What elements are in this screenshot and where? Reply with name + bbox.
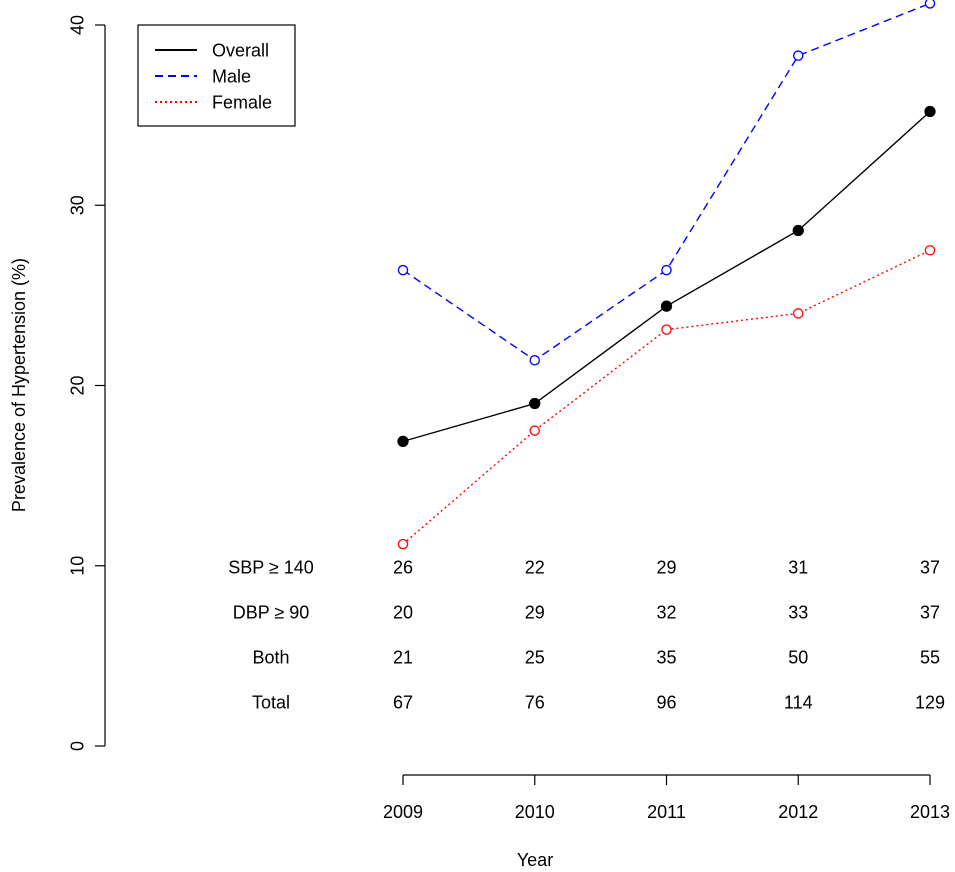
series-female — [397, 245, 936, 550]
series-line — [402, 111, 931, 443]
table-cell: 35 — [656, 647, 676, 667]
table-cell: 37 — [920, 602, 940, 622]
y-tick-label: 30 — [67, 195, 87, 215]
data-point — [661, 264, 672, 276]
data-point — [793, 308, 804, 319]
table-cell: 20 — [393, 602, 413, 622]
table-cell: 76 — [525, 692, 545, 712]
data-point — [529, 425, 541, 436]
data-point — [397, 264, 409, 276]
table-cell: 29 — [525, 602, 545, 622]
y-tick-label: 40 — [67, 15, 87, 35]
series-layer — [397, 0, 936, 550]
x-axis: 2009 2010 2011 2012 2013 — [383, 774, 950, 822]
table-cell: 29 — [656, 557, 676, 577]
x-tick-label: 2012 — [778, 802, 818, 822]
legend-box — [137, 24, 296, 127]
table-cell: 114 — [784, 692, 813, 712]
y-tick-label: 10 — [67, 556, 87, 576]
x-tick-label: 2011 — [647, 802, 686, 822]
x-tick-label: 2009 — [383, 802, 423, 822]
table-cell: 96 — [656, 692, 676, 712]
table-cell: 32 — [656, 602, 676, 622]
table-row: DBP ≥ 90 20 29 32 33 37 — [233, 602, 940, 622]
x-tick-label: 2013 — [910, 802, 950, 822]
table-cell: 33 — [788, 602, 808, 622]
table-cell: 22 — [525, 557, 545, 577]
legend-label: Overall — [212, 40, 269, 60]
series-male — [397, 0, 936, 366]
table-cell: 129 — [915, 692, 945, 712]
table-row-label: SBP ≥ 140 — [228, 557, 314, 577]
data-point — [397, 435, 409, 448]
table-row: SBP ≥ 140 26 22 29 31 37 — [228, 557, 940, 577]
data-point — [924, 245, 936, 256]
y-tick-label: 20 — [67, 375, 87, 395]
x-axis-label: Year — [517, 850, 553, 870]
data-point — [924, 0, 936, 9]
data-point — [660, 300, 673, 312]
data-point — [924, 105, 936, 118]
x-tick-label: 2010 — [515, 802, 555, 822]
data-point — [397, 538, 409, 550]
y-axis: 0 10 20 30 40 — [67, 15, 106, 751]
table-row-label: Total — [252, 692, 290, 712]
y-axis-label: Prevalence of Hypertension (%) — [9, 258, 29, 512]
table-row-label: DBP ≥ 90 — [233, 602, 310, 622]
table-row-label: Both — [252, 647, 289, 667]
data-point — [661, 324, 672, 335]
table-cell: 37 — [920, 557, 940, 577]
table-row: Total 67 76 96 114 129 — [252, 692, 945, 712]
data-point — [529, 355, 541, 366]
table-row: Both 21 25 35 50 55 — [252, 647, 940, 667]
y-tick-label: 0 — [67, 741, 87, 751]
series-line — [402, 249, 931, 545]
data-point — [529, 397, 541, 410]
legend: Overall Male Female — [137, 24, 296, 127]
data-point — [793, 50, 804, 61]
series-overall — [397, 105, 936, 448]
table-cell: 50 — [788, 647, 808, 667]
count-table: SBP ≥ 140 26 22 29 31 37 DBP ≥ 90 20 29 32 33 37 Bot… — [228, 557, 945, 712]
data-point — [792, 224, 804, 237]
table-cell: 26 — [393, 557, 413, 577]
legend-label: Female — [212, 92, 272, 112]
table-cell: 21 — [393, 647, 413, 667]
table-cell: 67 — [393, 692, 413, 712]
legend-label: Male — [212, 66, 251, 86]
table-cell: 25 — [525, 647, 545, 667]
table-cell: 55 — [920, 647, 940, 667]
table-cell: 31 — [788, 557, 808, 577]
